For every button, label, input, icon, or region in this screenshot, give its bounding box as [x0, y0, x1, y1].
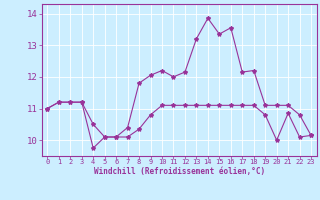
X-axis label: Windchill (Refroidissement éolien,°C): Windchill (Refroidissement éolien,°C): [94, 167, 265, 176]
